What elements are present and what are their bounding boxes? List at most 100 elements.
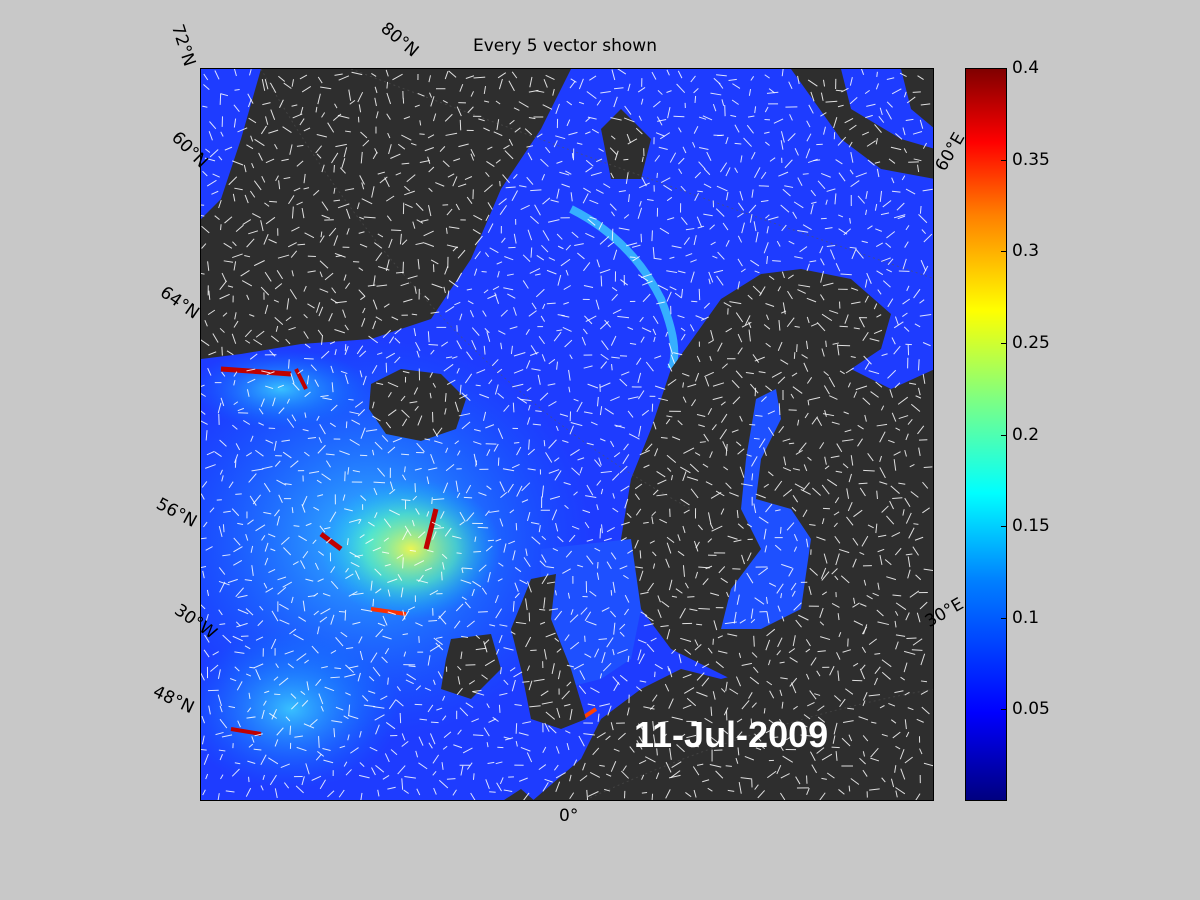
vector-arrow <box>850 455 854 466</box>
vector-arrow <box>769 690 775 699</box>
vector-arrow <box>585 159 594 167</box>
vector-arrow <box>484 252 490 258</box>
vector-arrow <box>499 624 508 627</box>
vector-arrow <box>265 158 275 164</box>
vector-arrow <box>894 547 902 556</box>
vector-arrow <box>244 254 251 258</box>
vector-arrow <box>866 272 872 284</box>
vector-arrow <box>667 107 671 119</box>
vector-arrow <box>385 722 396 730</box>
vector-arrow <box>637 87 646 93</box>
vector-arrow <box>522 721 532 724</box>
vector-arrow <box>667 378 677 386</box>
vector-arrow <box>666 629 671 640</box>
vector-arrow <box>441 341 449 347</box>
vector-arrow <box>586 484 594 496</box>
vector-arrow <box>834 193 837 205</box>
vector-arrow <box>767 471 774 477</box>
vector-arrow <box>907 707 914 711</box>
vector-arrow <box>786 317 795 328</box>
vector-arrow <box>228 705 236 709</box>
vector-arrow <box>729 688 739 695</box>
vector-arrow <box>374 86 378 94</box>
vector-arrow <box>513 233 517 244</box>
vector-arrow <box>656 470 666 478</box>
vector-arrow <box>889 500 895 510</box>
vector-arrow <box>206 450 215 456</box>
vector-arrow <box>430 311 440 314</box>
vector-arrow <box>636 740 643 750</box>
vector-arrow <box>319 616 328 623</box>
vector-arrow <box>766 255 769 264</box>
vector-arrow <box>546 581 556 584</box>
colorbar-tick-label: 0.35 <box>1012 149 1050 170</box>
vector-arrow <box>526 387 532 392</box>
vector-arrow <box>531 536 541 545</box>
vector-arrow <box>717 650 728 654</box>
vector-arrow <box>430 96 435 107</box>
vector-arrow <box>789 677 798 687</box>
vector-arrow <box>499 777 504 785</box>
vector-arrow <box>739 415 743 422</box>
vector-arrow <box>431 521 441 527</box>
vector-arrow <box>527 448 535 456</box>
vector-arrow <box>359 243 368 248</box>
vector-arrow <box>882 280 891 288</box>
vector-arrow <box>618 190 626 193</box>
vector-arrow <box>315 753 322 761</box>
vector-arrow <box>793 201 804 209</box>
vector-arrow <box>638 182 650 189</box>
vector-arrow <box>518 732 529 736</box>
vector-arrow <box>764 106 769 113</box>
vector-arrow <box>348 715 359 720</box>
vector-arrow <box>291 79 295 87</box>
vector-arrow <box>525 328 530 335</box>
vector-arrow <box>345 208 351 219</box>
vector-arrow <box>903 326 910 332</box>
vector-arrow <box>666 196 673 202</box>
vector-arrow <box>715 490 725 497</box>
map-panel[interactable] <box>200 68 934 801</box>
vector-arrow <box>373 487 378 496</box>
vector-arrow <box>233 401 239 406</box>
vector-arrow <box>627 655 630 663</box>
vector-arrow <box>264 542 269 552</box>
vector-arrow <box>525 548 528 556</box>
vector-arrow <box>729 492 739 497</box>
vector-arrow <box>553 331 562 342</box>
vector-arrow <box>659 132 671 140</box>
vector-arrow <box>453 158 461 162</box>
vector-arrow <box>301 504 306 513</box>
vector-arrow <box>682 372 690 377</box>
vector-arrow <box>232 160 244 166</box>
vector-arrow <box>401 409 410 418</box>
vector-arrow <box>723 302 732 308</box>
vector-arrow <box>347 734 350 741</box>
vector-arrow <box>694 660 699 667</box>
vector-arrow <box>495 100 501 105</box>
vector-arrow <box>780 140 784 150</box>
vector-arrow <box>245 673 252 677</box>
vector-arrow <box>848 785 851 792</box>
vector-arrow <box>279 603 289 610</box>
vector-arrow <box>499 205 508 215</box>
vector-arrow <box>837 613 840 621</box>
vector-arrow <box>220 774 224 780</box>
vector-arrow <box>645 361 654 372</box>
vector-arrow <box>893 451 901 456</box>
vector-arrow <box>339 745 346 749</box>
vector-arrow <box>877 548 885 553</box>
vector-arrow <box>290 693 297 699</box>
vector-arrow <box>281 158 289 162</box>
vector-arrow <box>542 104 553 110</box>
vector-arrow <box>658 146 668 151</box>
vector-arrow <box>341 158 346 169</box>
vector-arrow <box>819 607 824 618</box>
vector-arrow <box>286 298 290 310</box>
vector-arrow <box>218 526 223 538</box>
vector-arrow <box>523 792 530 800</box>
vector-arrow <box>737 333 743 343</box>
vector-arrow <box>610 117 622 121</box>
vector-arrow <box>423 242 435 247</box>
vector-arrow <box>829 395 838 400</box>
